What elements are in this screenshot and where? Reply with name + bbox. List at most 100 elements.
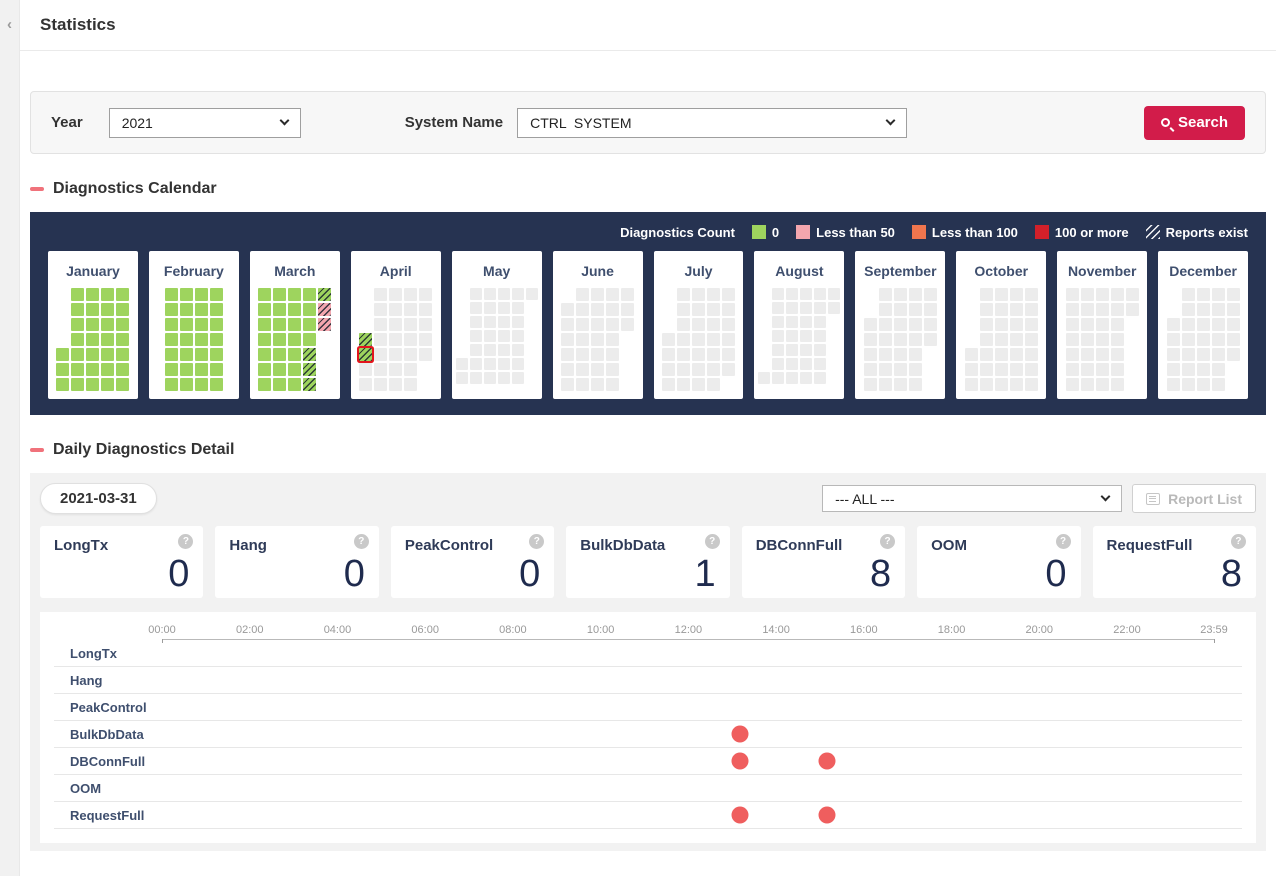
calendar-day-cell[interactable] [908,288,922,301]
calendar-day-cell[interactable] [1196,333,1210,346]
calendar-day-cell[interactable] [86,303,100,316]
calendar-day-cell[interactable] [1196,363,1210,376]
calendar-day-cell[interactable] [288,318,302,331]
calendar-day-cell[interactable] [1024,348,1038,361]
calendar-day-cell[interactable] [1009,303,1023,316]
calendar-day-cell[interactable] [273,288,287,301]
calendar-day-cell[interactable] [511,288,524,300]
calendar-day-cell[interactable] [179,333,193,346]
calendar-day-cell[interactable] [194,318,208,331]
calendar-day-cell[interactable] [979,378,993,391]
calendar-day-cell[interactable] [964,348,978,361]
calendar-day-cell[interactable] [389,378,403,391]
calendar-day-cell[interactable] [179,318,193,331]
calendar-day-cell[interactable] [164,318,178,331]
calendar-day-cell[interactable] [772,358,785,370]
calendar-day-cell[interactable] [56,363,70,376]
calendar-day-cell[interactable] [303,378,317,391]
calendar-day-cell[interactable] [1024,333,1038,346]
calendar-day-cell[interactable] [209,318,223,331]
calendar-day-cell[interactable] [561,318,575,331]
calendar-day-cell[interactable] [389,363,403,376]
calendar-day-cell[interactable] [116,288,130,301]
calendar-day-cell[interactable] [1211,378,1225,391]
calendar-day-cell[interactable] [497,302,510,314]
calendar-day-cell[interactable] [56,378,70,391]
calendar-day-cell[interactable] [1009,363,1023,376]
calendar-day-cell[interactable] [606,333,620,346]
calendar-day-cell[interactable] [908,333,922,346]
calendar-day-cell[interactable] [606,378,620,391]
calendar-day-cell[interactable] [116,333,130,346]
calendar-day-cell[interactable] [511,316,524,328]
calendar-day-cell[interactable] [591,348,605,361]
report-list-button[interactable]: Report List [1132,484,1256,513]
calendar-day-cell[interactable] [1166,378,1180,391]
calendar-day-cell[interactable] [772,288,785,300]
calendar-day-cell[interactable] [71,363,85,376]
calendar-day-cell[interactable] [1181,318,1195,331]
calendar-day-cell[interactable] [469,344,482,356]
calendar-day-cell[interactable] [661,378,675,391]
calendar-day-cell[interactable] [1065,303,1079,316]
calendar-day-cell[interactable] [1065,333,1079,346]
calendar-day-cell[interactable] [1024,303,1038,316]
calendar-day-cell[interactable] [483,288,496,300]
calendar-day-cell[interactable] [786,288,799,300]
calendar-day-cell[interactable] [1211,333,1225,346]
calendar-day-cell[interactable] [101,303,115,316]
calendar-day-cell[interactable] [994,378,1008,391]
calendar-day-cell[interactable] [404,378,418,391]
event-dot[interactable] [731,806,749,824]
calendar-day-cell[interactable] [71,333,85,346]
calendar-day-cell[interactable] [1125,288,1139,301]
calendar-day-cell[interactable] [1024,378,1038,391]
calendar-day-cell[interactable] [606,363,620,376]
calendar-day-cell[interactable] [404,303,418,316]
calendar-day-cell[interactable] [258,363,272,376]
calendar-day-cell[interactable] [1211,348,1225,361]
calendar-day-cell[interactable] [591,363,605,376]
calendar-day-cell[interactable] [676,348,690,361]
calendar-day-cell[interactable] [164,363,178,376]
year-select[interactable]: 2021 [108,107,301,138]
calendar-day-cell[interactable] [419,318,433,331]
calendar-day-cell[interactable] [1181,288,1195,301]
calendar-day-cell[interactable] [878,318,892,331]
calendar-day-cell[interactable] [374,303,388,316]
calendar-day-cell[interactable] [389,333,403,346]
calendar-day-cell[interactable] [419,348,433,361]
calendar-day-cell[interactable] [374,348,388,361]
calendar-day-cell[interactable] [786,316,799,328]
calendar-day-cell[interactable] [1080,288,1094,301]
calendar-day-cell[interactable] [1181,348,1195,361]
calendar-day-cell[interactable] [1009,333,1023,346]
calendar-day-cell[interactable] [908,303,922,316]
calendar-day-cell[interactable] [786,344,799,356]
calendar-day-cell[interactable] [1095,378,1109,391]
calendar-day-cell[interactable] [374,288,388,301]
calendar-day-cell[interactable] [469,372,482,384]
calendar-day-cell[interactable] [800,288,813,300]
calendar-day-cell[interactable] [1181,363,1195,376]
calendar-day-cell[interactable] [404,348,418,361]
calendar-day-cell[interactable] [511,302,524,314]
calendar-day-cell[interactable] [706,348,720,361]
calendar-day-cell[interactable] [1211,288,1225,301]
calendar-day-cell[interactable] [116,318,130,331]
calendar-day-cell[interactable] [303,348,317,361]
calendar-day-cell[interactable] [1211,303,1225,316]
calendar-day-cell[interactable] [772,372,785,384]
calendar-day-cell[interactable] [1110,348,1124,361]
calendar-day-cell[interactable] [691,288,705,301]
calendar-day-cell[interactable] [1065,378,1079,391]
help-icon[interactable]: ? [1055,534,1071,549]
calendar-day-cell[interactable] [1080,363,1094,376]
calendar-day-cell[interactable] [591,318,605,331]
calendar-day-cell[interactable] [1110,303,1124,316]
calendar-day-cell[interactable] [706,378,720,391]
calendar-day-cell[interactable] [1009,288,1023,301]
calendar-day-cell[interactable] [908,378,922,391]
calendar-day-cell[interactable] [194,333,208,346]
calendar-day-cell[interactable] [86,318,100,331]
